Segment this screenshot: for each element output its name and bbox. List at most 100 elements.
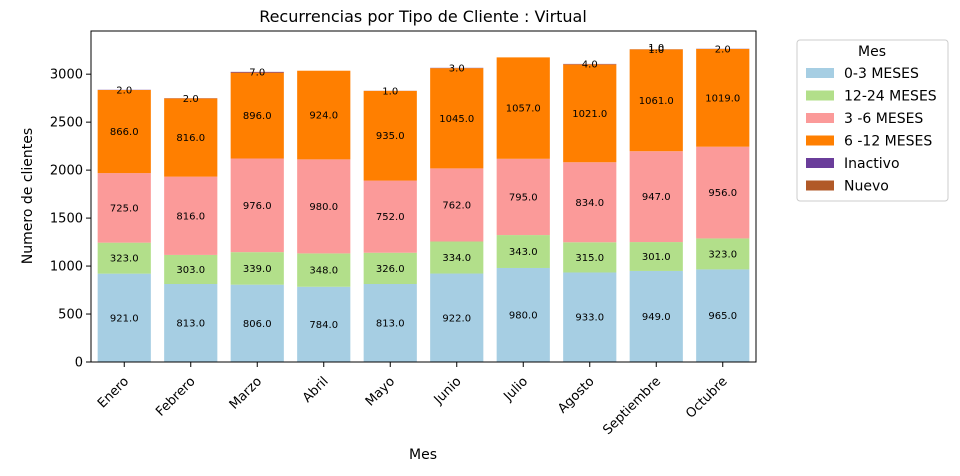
bar-segment — [629, 270, 683, 362]
y-tick-label: 3000 — [50, 68, 83, 83]
bar-segment — [696, 48, 750, 147]
bar-segment — [97, 173, 151, 243]
bar-segment — [363, 180, 417, 253]
data-label: 816.0 — [176, 133, 205, 144]
data-label: 2.0 — [116, 85, 132, 96]
bar-segment — [696, 238, 750, 270]
data-label: 4.0 — [582, 60, 598, 71]
data-label: 806.0 — [243, 319, 272, 330]
bar-segment — [230, 158, 284, 253]
bar-segment — [297, 159, 351, 254]
data-label: 947.0 — [642, 192, 671, 203]
x-tick-label: Julio — [500, 374, 531, 405]
data-label: 924.0 — [309, 111, 338, 122]
data-label: 2.0 — [715, 44, 731, 55]
legend-label: 12-24 MESES — [844, 89, 937, 105]
bar-segment — [430, 168, 484, 242]
y-axis: 0 500 1000 1500 2000 2500 3000 — [50, 68, 91, 371]
bar-segment — [629, 242, 683, 271]
data-labels-layer: 921.0 323.0 725.0 866.0 2.0 813.0 303.0 816.0 81… — [110, 43, 740, 331]
data-label: 834.0 — [575, 198, 604, 209]
bar-segment — [430, 68, 484, 169]
data-label: 1057.0 — [506, 104, 541, 115]
legend-swatch — [806, 158, 834, 168]
legend-label: 3 -6 MESES — [844, 111, 923, 127]
data-label: 762.0 — [442, 200, 471, 211]
bar-segment — [696, 269, 750, 362]
legend-label: Nuevo — [844, 179, 889, 195]
data-label: 1.0 — [382, 86, 398, 97]
y-tick-label: 1000 — [50, 260, 83, 275]
bar-segment — [297, 253, 351, 287]
data-label: 1045.0 — [439, 114, 474, 125]
data-label: 1.0 — [648, 45, 664, 56]
data-label: 303.0 — [176, 265, 205, 276]
bar-segment — [496, 158, 550, 236]
legend-label: 6 -12 MESES — [844, 134, 932, 150]
data-label: 323.0 — [110, 254, 139, 265]
data-label: 795.0 — [509, 192, 538, 203]
data-label: 315.0 — [575, 253, 604, 264]
bar-segment — [164, 284, 218, 362]
bar-segment — [230, 72, 284, 159]
data-label: 935.0 — [376, 131, 405, 142]
data-label: 866.0 — [110, 127, 139, 138]
bar-segment — [297, 70, 351, 160]
bar-segment — [430, 273, 484, 362]
bar-segment — [97, 273, 151, 362]
bar-segment — [97, 242, 151, 274]
x-axis-label: Mes — [409, 447, 437, 463]
y-tick-label: 0 — [75, 356, 83, 371]
data-label: 949.0 — [642, 312, 671, 323]
x-tick-label: Mayo — [363, 374, 398, 409]
bar-segment — [496, 267, 550, 362]
bar-segment — [563, 162, 617, 243]
x-tick-label: Octubre — [683, 374, 730, 421]
data-label: 933.0 — [575, 313, 604, 324]
data-label: 334.0 — [442, 253, 471, 264]
x-tick-label: Abril — [300, 374, 332, 406]
data-label: 956.0 — [708, 188, 737, 199]
data-label: 343.0 — [509, 247, 538, 258]
bar-segment — [97, 90, 151, 174]
data-label: 980.0 — [509, 310, 538, 321]
data-label: 7.0 — [249, 68, 265, 79]
legend-title: Mes — [858, 44, 886, 60]
y-tick-label: 2500 — [50, 116, 83, 131]
legend-box — [796, 39, 949, 202]
bar-segment — [563, 272, 617, 362]
bar-segment — [563, 64, 617, 163]
data-label: 1061.0 — [639, 96, 674, 107]
y-tick-label: 2000 — [50, 164, 83, 179]
data-label: 1021.0 — [572, 109, 607, 120]
bar-segment — [363, 252, 417, 284]
legend-swatch — [806, 68, 834, 78]
x-tick-label: Junio — [431, 374, 465, 408]
y-axis-label: Numero de clientes — [20, 128, 36, 264]
data-label: 813.0 — [376, 319, 405, 330]
bar-segment — [696, 146, 750, 239]
bar-segment — [496, 57, 550, 159]
bar-segment — [363, 90, 417, 181]
data-label: 301.0 — [642, 252, 671, 263]
bar-segment — [496, 235, 550, 268]
y-tick-label: 1500 — [50, 212, 83, 227]
data-label: 1019.0 — [705, 93, 740, 104]
data-label: 784.0 — [309, 320, 338, 331]
legend-label: 0-3 MESES — [844, 66, 919, 82]
bar-segment — [363, 284, 417, 362]
data-label: 813.0 — [176, 319, 205, 330]
data-label: 1.0 — [648, 43, 664, 54]
data-label: 816.0 — [176, 211, 205, 222]
legend-swatch — [806, 90, 834, 101]
bars-layer — [97, 48, 750, 362]
x-tick-label: Febrero — [153, 374, 198, 419]
data-label: 921.0 — [110, 313, 139, 324]
data-label: 922.0 — [442, 313, 471, 324]
x-tick-label: Marzo — [227, 374, 265, 412]
legend-items: 0-3 MESES 12-24 MESES 3 -6 MESES 6 -12 MESE… — [806, 66, 937, 195]
legend-swatch — [806, 180, 834, 191]
x-tick-label: Septiembre — [600, 374, 664, 438]
data-label: 976.0 — [243, 201, 272, 212]
